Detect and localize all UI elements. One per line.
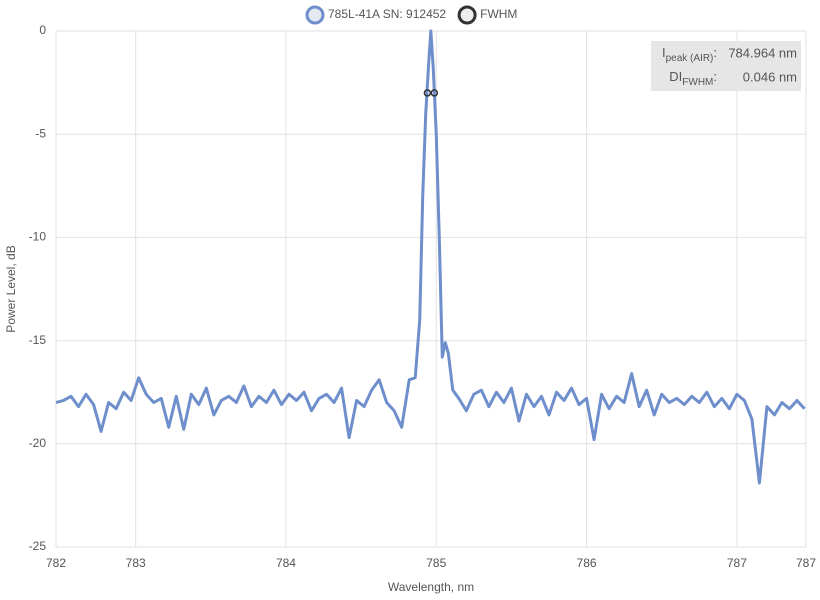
annotation-subscript: FWHM — [682, 77, 713, 88]
annotation-value: 0.046 nm — [743, 69, 797, 84]
annotation-label: Ipeak (AIR): — [662, 45, 717, 63]
annotation-value: 784.964 nm — [728, 45, 797, 60]
fwhm-point — [423, 89, 432, 97]
y-tick-label: -15 — [29, 333, 47, 347]
annotation-background — [651, 41, 801, 91]
legend-marker — [457, 5, 477, 25]
annotation-box: Ipeak (AIR): 784.964 nm DIFWHM: 0.046 nm — [651, 41, 801, 91]
spectrum-line — [55, 29, 806, 485]
x-tick-label: 783 — [126, 556, 146, 570]
x-tick-label: 785 — [426, 556, 446, 570]
x-tick-label: 787 — [727, 556, 747, 570]
annotation-subscript: peak (AIR) — [666, 53, 714, 64]
fwhm-point — [430, 89, 439, 97]
y-tick-label: -10 — [29, 230, 47, 244]
y-tick-label: 0 — [39, 23, 46, 37]
x-tick-label: 786 — [577, 556, 597, 570]
y-tick-label: -20 — [29, 436, 47, 450]
x-tick-label: 784 — [276, 556, 296, 570]
legend-label: FWHM — [480, 7, 517, 21]
x-tick-label: 787 — [796, 556, 816, 570]
legend-marker — [305, 5, 325, 25]
y-tick-label: -5 — [35, 126, 46, 140]
legend-label: 785L-41A SN: 912452 — [328, 7, 446, 21]
x-axis-label: Wavelength, nm — [388, 580, 474, 594]
annotation-symbol: I — [662, 45, 666, 60]
x-tick-label: 782 — [46, 556, 66, 570]
y-tick-label: -25 — [29, 539, 47, 553]
annotation-symbol: DI — [669, 69, 682, 84]
annotation-label: DIFWHM: — [669, 69, 717, 87]
y-axis-label: Power Level, dB — [4, 245, 18, 332]
